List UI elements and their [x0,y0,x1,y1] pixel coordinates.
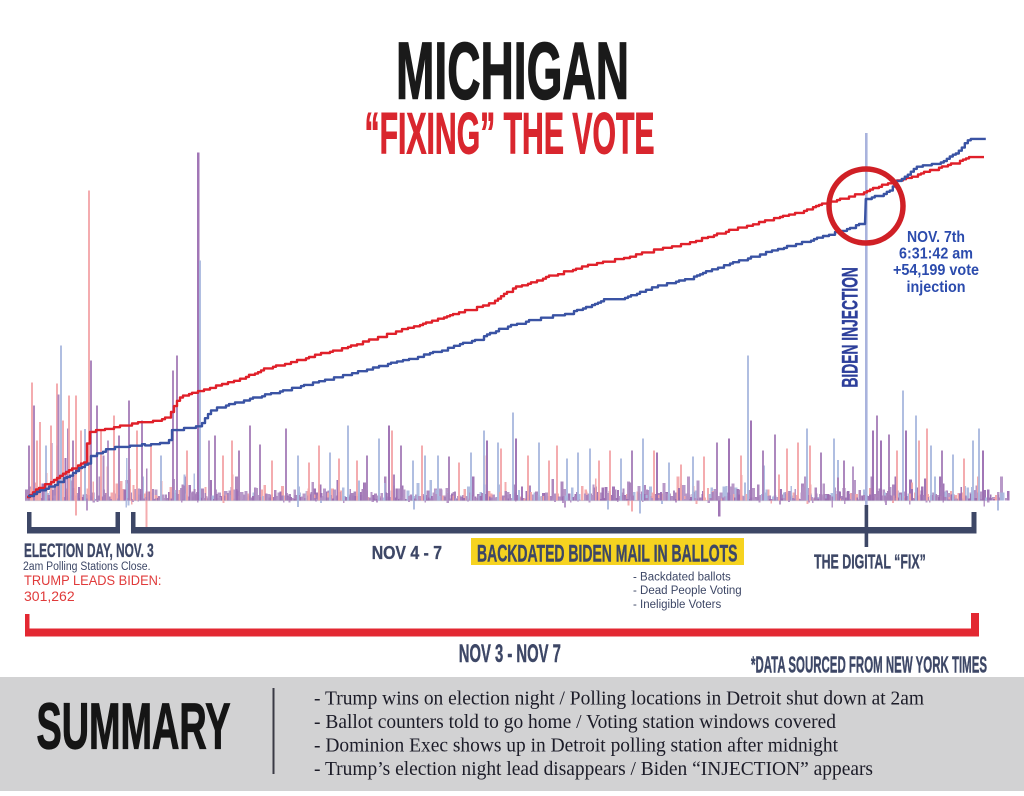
svg-text:6:31:42 am: 6:31:42 am [899,246,973,263]
svg-text:- Dead People Voting: - Dead People Voting [633,585,742,597]
svg-text:THE DIGITAL “FIX”: THE DIGITAL “FIX” [814,552,926,574]
svg-text:- Trump wins on election night: - Trump wins on election night / Polling… [314,688,924,710]
svg-text:*DATA SOURCED FROM NEW YORK TI: *DATA SOURCED FROM NEW YORK TIMES [751,652,987,678]
svg-text:301,262: 301,262 [24,588,75,604]
svg-text:- Backdated ballots: - Backdated ballots [633,571,731,583]
svg-text:+54,199 vote: +54,199 vote [893,262,979,279]
svg-text:“FIXING” THE VOTE: “FIXING” THE VOTE [365,102,655,167]
svg-text:2am Polling Stations Close.: 2am Polling Stations Close. [23,561,151,573]
svg-text:- Ineligible Voters: - Ineligible Voters [633,599,721,611]
svg-text:ELECTION DAY, NOV. 3: ELECTION DAY, NOV. 3 [24,540,154,562]
svg-text:- Ballot counters told to go h: - Ballot counters told to go home / Voti… [314,711,836,733]
svg-text:MICHIGAN: MICHIGAN [396,26,629,116]
svg-text:NOV 3 - NOV 7: NOV 3 - NOV 7 [459,640,561,668]
svg-text:SUMMARY: SUMMARY [37,691,231,763]
svg-text:NOV. 7th: NOV. 7th [907,229,965,246]
svg-text:TRUMP LEADS BIDEN:: TRUMP LEADS BIDEN: [24,572,162,588]
svg-text:injection: injection [907,279,966,296]
svg-text:BACKDATED BIDEN MAIL IN BALLOT: BACKDATED BIDEN MAIL IN BALLOTS [477,542,738,568]
svg-text:- Dominion Exec shows up in De: - Dominion Exec shows up in Detroit poll… [314,735,838,757]
svg-text:BIDEN INJECTION: BIDEN INJECTION [837,267,862,387]
svg-text:- Trump’s election night lead: - Trump’s election night lead disappears… [314,758,873,780]
svg-text:NOV 4 - 7: NOV 4 - 7 [372,542,442,563]
